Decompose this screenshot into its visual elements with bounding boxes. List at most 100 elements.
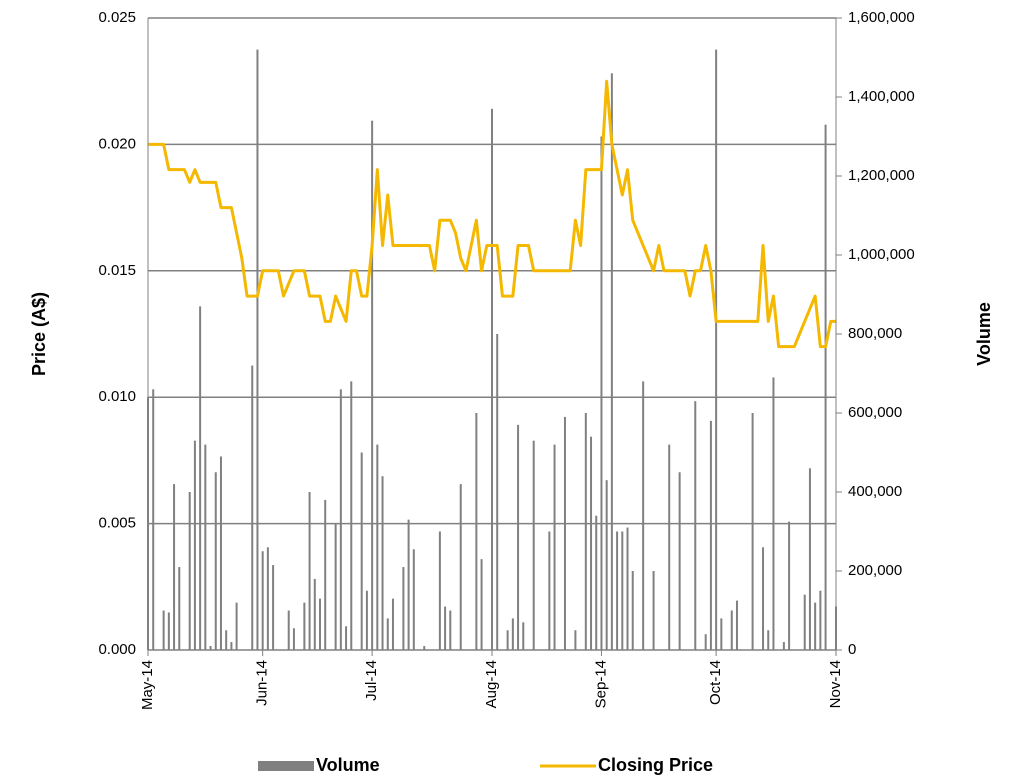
volume-bar	[709, 420, 712, 650]
volume-bar	[371, 120, 374, 650]
volume-bar	[162, 610, 165, 650]
volume-bar	[391, 598, 394, 650]
volume-bar	[381, 476, 384, 650]
volume-bar	[345, 626, 348, 650]
volume-bar	[720, 618, 723, 650]
volume-bar	[600, 136, 603, 650]
volume-bar	[193, 440, 196, 650]
volume-bar	[225, 630, 228, 650]
volume-bar	[819, 590, 822, 650]
volume-bar	[407, 519, 410, 650]
volume-bar	[308, 492, 311, 650]
y-axis-label: Price (A$)	[29, 292, 49, 376]
volume-bar	[642, 381, 645, 650]
y2-tick-label: 1,000,000	[848, 246, 915, 263]
volume-bar	[704, 634, 707, 650]
y2-tick-label: 400,000	[848, 483, 902, 500]
volume-bar	[386, 618, 389, 650]
volume-bar	[678, 472, 681, 650]
volume-bar	[694, 401, 697, 650]
price-line	[148, 79, 836, 349]
volume-bar	[152, 389, 155, 650]
volume-bar	[511, 618, 514, 650]
volume-bar	[626, 527, 629, 650]
volume-bar	[631, 571, 634, 650]
volume-bar	[266, 547, 269, 650]
volume-bar	[584, 413, 587, 650]
volume-bar	[209, 646, 212, 650]
x-tick-label: May-14	[139, 660, 156, 710]
volume-bar	[272, 565, 275, 650]
y-tick-label: 0.025	[98, 9, 136, 26]
volume-bar	[522, 622, 525, 650]
y2-tick-label: 1,400,000	[848, 88, 915, 105]
volume-bar	[412, 549, 415, 650]
volume-bar	[590, 436, 593, 650]
legend-label: Volume	[316, 755, 380, 775]
x-tick-label: Jul-14	[363, 660, 380, 701]
volume-bar	[563, 416, 566, 650]
y-tick-label: 0.005	[98, 515, 136, 532]
volume-bar	[548, 531, 551, 650]
y2-tick-label: 1,600,000	[848, 9, 915, 26]
legend-label: Closing Price	[598, 755, 713, 775]
x-tick-label: Sep-14	[592, 660, 609, 708]
volume-bar	[616, 531, 619, 650]
volume-bar	[449, 610, 452, 650]
volume-bar	[287, 610, 290, 650]
volume-bar	[319, 598, 321, 650]
volume-bar	[313, 578, 316, 650]
y-tick-label: 0.020	[98, 135, 136, 152]
volume-bar	[376, 444, 379, 650]
x-tick-label: Jun-14	[254, 660, 271, 706]
volume-bar	[365, 590, 368, 650]
legend-swatch	[258, 761, 314, 771]
volume-bar	[219, 456, 222, 650]
y-tick-label: 0.010	[98, 388, 136, 405]
volume-bar	[782, 642, 785, 650]
volume-bar	[235, 602, 238, 650]
y2-tick-label: 800,000	[848, 325, 902, 342]
volume-bar	[610, 73, 613, 651]
y2-tick-label: 600,000	[848, 404, 902, 421]
volume-bar	[459, 484, 462, 650]
x-tick-label: Aug-14	[483, 660, 500, 708]
volume-bar	[178, 567, 181, 650]
y2-tick-label: 1,200,000	[848, 167, 915, 184]
volume-bar	[167, 612, 170, 650]
volume-bar	[475, 413, 478, 650]
volume-bar	[605, 480, 608, 650]
y2-axis-label: Volume	[974, 302, 994, 366]
volume-bar	[214, 472, 217, 650]
volume-bar	[360, 452, 363, 650]
volume-bar	[230, 642, 233, 650]
volume-bar	[762, 547, 765, 650]
volume-bar	[506, 630, 509, 650]
y-tick-label: 0.000	[98, 641, 136, 658]
volume-bar	[824, 124, 827, 650]
volume-bar	[324, 499, 327, 650]
volume-bar	[517, 424, 520, 650]
y2-tick-label: 0	[848, 641, 856, 658]
x-tick-label: Oct-14	[707, 660, 724, 705]
volume-bar	[339, 389, 342, 650]
volume-bar	[199, 306, 202, 650]
volume-bar	[621, 531, 624, 650]
volume-bar	[438, 531, 441, 650]
volume-bar	[303, 602, 306, 650]
volume-bar	[444, 606, 447, 650]
volume-bar	[491, 108, 493, 651]
volume-bar	[553, 444, 556, 650]
y-tick-label: 0.015	[98, 262, 136, 279]
volume-bar	[652, 571, 655, 650]
volume-bar	[350, 381, 353, 650]
volume-bar	[334, 523, 337, 650]
y2-tick-label: 200,000	[848, 562, 902, 579]
volume-bar	[496, 334, 499, 650]
volume-bar	[188, 492, 191, 650]
volume-bar	[261, 551, 264, 650]
volume-bar	[668, 444, 671, 650]
x-tick-label: Nov-14	[827, 660, 844, 708]
volume-bar	[532, 440, 535, 650]
volume-bar	[204, 444, 207, 650]
